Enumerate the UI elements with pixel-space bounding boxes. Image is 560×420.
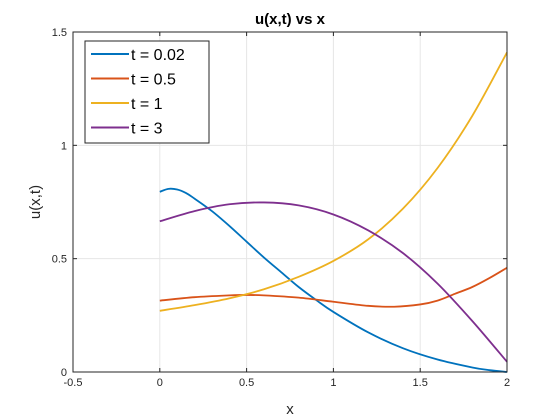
- x-tick-label: 0: [157, 377, 163, 389]
- x-tick-label: 1.5: [413, 377, 428, 389]
- x-tick-label: 2: [504, 377, 510, 389]
- x-axis-label: x: [286, 401, 294, 418]
- legend-label-2: t = 0.5: [131, 72, 176, 89]
- legend-label-4: t = 3: [131, 121, 163, 138]
- y-tick-label: 1: [61, 140, 67, 152]
- legend-label-3: t = 1: [131, 96, 163, 113]
- chart-title: u(x,t) vs x: [255, 11, 326, 28]
- x-tick-label: 0.5: [239, 377, 254, 389]
- y-tick-label: 1.5: [52, 27, 67, 39]
- legend: t = 0.02 t = 0.5 t = 1 t = 3: [85, 41, 209, 143]
- legend-label-1: t = 0.02: [131, 47, 185, 64]
- y-axis-label: u(x,t): [27, 185, 44, 219]
- y-tick-label: 0: [61, 367, 67, 379]
- x-tick-label: 1: [330, 377, 336, 389]
- y-tick-label: 0.5: [52, 254, 67, 266]
